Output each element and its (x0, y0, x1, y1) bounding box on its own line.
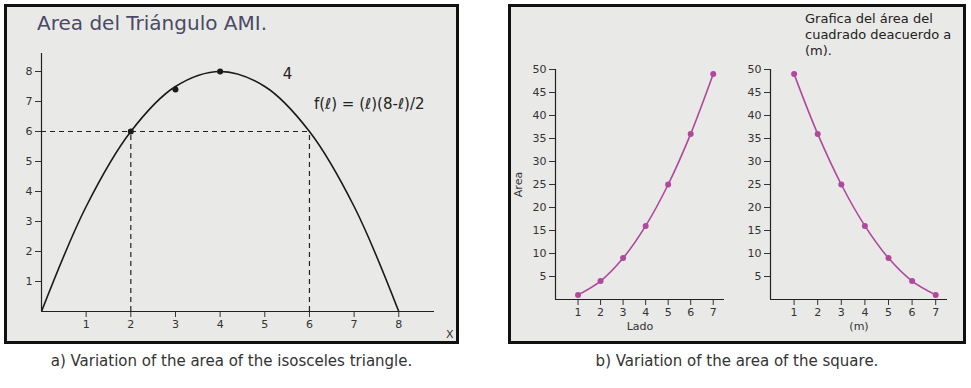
html-text:Area del Triángulo AMI.: Area del Triángulo AMI. (37, 11, 267, 35)
svg-text:10: 10 (533, 247, 547, 260)
svg-text:1: 1 (791, 306, 798, 319)
svg-text:20: 20 (748, 201, 762, 214)
svg-text:4: 4 (642, 306, 649, 319)
svg-text:4: 4 (217, 318, 224, 331)
html-text:a) Variation of the area of th: a) Variation of the area of the isoscele… (50, 352, 413, 370)
svg-text:5: 5 (665, 306, 672, 319)
svg-text:4: 4 (26, 185, 33, 198)
svg-text:6: 6 (687, 306, 694, 319)
svg-text:6: 6 (909, 306, 916, 319)
svg-text:2: 2 (127, 318, 134, 331)
svg-text:10: 10 (748, 247, 762, 260)
svg-text:1: 1 (575, 306, 582, 319)
svg-text:7: 7 (26, 95, 33, 108)
svg-text:5: 5 (26, 155, 33, 168)
svg-text:40: 40 (748, 109, 762, 122)
svg-text:8: 8 (395, 318, 402, 331)
svg-text:2: 2 (814, 306, 821, 319)
svg-text:5: 5 (261, 318, 268, 331)
svg-text:50: 50 (533, 63, 547, 76)
svg-text:1: 1 (83, 318, 90, 331)
svg-text:(m): (m) (849, 320, 868, 333)
svg-text:f(ℓ) = (ℓ)(8-ℓ)/2: f(ℓ) = (ℓ)(8-ℓ)/2 (314, 95, 425, 113)
svg-text:5: 5 (540, 270, 547, 283)
svg-text:30: 30 (748, 155, 762, 168)
svg-text:50: 50 (748, 63, 762, 76)
svg-text:7: 7 (932, 306, 939, 319)
svg-text:20: 20 (533, 201, 547, 214)
svg-text:35: 35 (533, 132, 547, 145)
html-text:Grafica del área del cuadrado: Grafica del área del cuadrado deacuerdo … (805, 11, 952, 58)
svg-text:5: 5 (885, 306, 892, 319)
svg-text:2: 2 (26, 245, 33, 258)
svg-text:X: X (446, 328, 454, 341)
svg-text:7: 7 (351, 318, 358, 331)
svg-text:5: 5 (755, 270, 762, 283)
svg-text:3: 3 (838, 306, 845, 319)
svg-text:8: 8 (26, 65, 33, 78)
svg-text:45: 45 (748, 86, 762, 99)
svg-text:7: 7 (710, 306, 717, 319)
svg-text:25: 25 (748, 178, 762, 191)
svg-text:30: 30 (533, 155, 547, 168)
svg-text:2: 2 (597, 306, 604, 319)
svg-text:3: 3 (26, 215, 33, 228)
svg-text:6: 6 (26, 125, 33, 138)
svg-text:15: 15 (533, 224, 547, 237)
svg-text:4: 4 (283, 65, 293, 83)
svg-text:4: 4 (861, 306, 868, 319)
html-text:b) Variation of the area of th: b) Variation of the area of the square. (595, 352, 879, 370)
svg-text:Area: Area (512, 172, 525, 197)
svg-text:6: 6 (306, 318, 313, 331)
svg-text:3: 3 (620, 306, 627, 319)
svg-text:15: 15 (748, 224, 762, 237)
svg-text:45: 45 (533, 86, 547, 99)
svg-text:35: 35 (748, 132, 762, 145)
svg-text:1: 1 (26, 275, 33, 288)
svg-text:3: 3 (172, 318, 179, 331)
svg-text:40: 40 (533, 109, 547, 122)
svg-text:Lado: Lado (627, 320, 654, 333)
svg-text:25: 25 (533, 178, 547, 191)
